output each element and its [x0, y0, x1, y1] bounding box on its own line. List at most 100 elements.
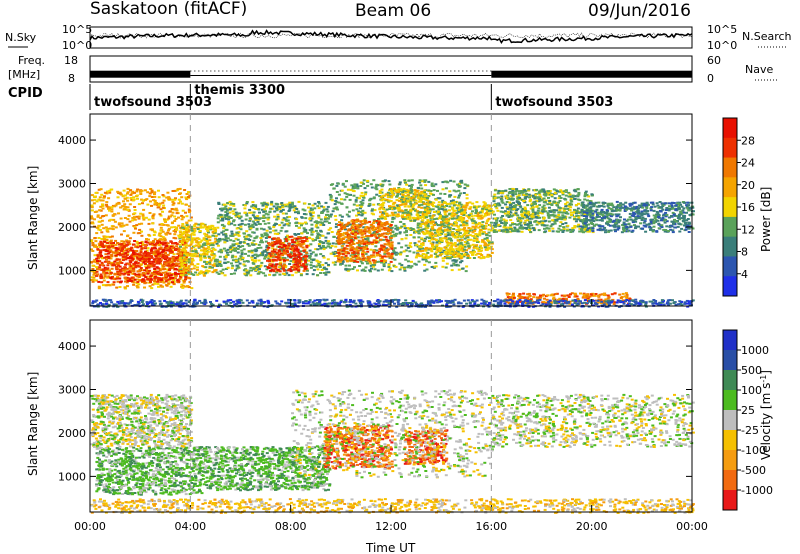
velocity-region-6: [491, 393, 695, 448]
power-region-10: [579, 200, 695, 234]
noise-sky-line: [89, 29, 693, 45]
velocity-panel: 4000 3000 2000 1000 Slant Range [km] 1000 50…: [26, 299, 773, 554]
x-tick-label-4: 16:00: [475, 520, 507, 533]
power-cbar-swatch-0: [723, 118, 737, 139]
power-cbar-tick-6: 4: [741, 268, 748, 281]
power-region-4: [266, 235, 309, 273]
nave-label: Nave: [745, 63, 773, 76]
vel-cbar-swatch-7: [723, 470, 737, 491]
power-cbar-swatch-8: [723, 276, 737, 297]
noise-trace: [89, 29, 693, 45]
power-cbar-tick-1: 24: [741, 157, 755, 170]
freq-label-line2: [MHz]: [8, 68, 40, 81]
vel-yticks-label-1: 3000: [58, 384, 86, 397]
power-cbar-tick-3: 16: [741, 201, 755, 214]
vel-cbar-swatch-4: [723, 410, 737, 431]
velocity-region-1: [95, 446, 206, 496]
date-title: 09/Jun/2016: [588, 1, 691, 21]
nave-tick-top: 60: [707, 54, 721, 67]
power-y-label: Slant Range [km]: [26, 166, 40, 270]
vel-cbar-swatch-6: [723, 450, 737, 471]
power-yticks-label-0: 4000: [58, 134, 86, 147]
program-change-markers: [189, 114, 492, 512]
power-cbar-swatch-5: [723, 216, 737, 238]
vel-cbar-tick-2: 100: [741, 384, 762, 397]
power-y-axis: 4000 3000 2000 1000: [58, 134, 692, 277]
power-cbar-tick-4: 12: [741, 223, 755, 236]
power-panel: 4000 3000 2000 1000 Slant Range [km] 28 24 20…: [26, 113, 773, 308]
velocity-region-0: [90, 393, 194, 448]
vel-cbar-tick-6: -500: [741, 464, 766, 477]
vel-cbar-swatch-5: [723, 430, 737, 451]
noise-right-tick-bottom: 10^0: [707, 39, 737, 52]
cpid-label: CPID: [8, 86, 43, 101]
freq-label-line1: Freq.: [18, 54, 45, 67]
x-tick-label-3: 12:00: [375, 520, 407, 533]
power-region-1: [95, 240, 189, 284]
frequency-panel: Freq. [MHz] 18 8 60 0 Nave: [8, 54, 778, 85]
beam-title: Beam 06: [355, 1, 431, 21]
vel-cbar-tick-0: 1000: [741, 344, 769, 357]
vel-cbar-tick-7: -1000: [741, 484, 773, 497]
power-cbar-tick-0: 28: [741, 134, 755, 147]
vel-cbar-swatch-0: [723, 330, 737, 351]
power-heatmap: [90, 179, 695, 308]
power-cbar-tick-2: 20: [741, 179, 755, 192]
power-region-6: [336, 219, 394, 264]
velocity-y-label: Slant Range [km]: [26, 372, 40, 476]
noise-right-tick-top: 10^5: [707, 23, 737, 36]
freq-segment-1: [190, 75, 492, 76]
noise-left-tick-top: 10^5: [62, 23, 92, 36]
freq-segment-2: [491, 70, 692, 78]
power-cbar-tick-5: 8: [741, 246, 748, 259]
velocity-heatmap: [90, 389, 695, 514]
velocity-y-axis: 4000 3000 2000 1000: [58, 340, 692, 483]
power-colorbar-label: Power [dB]: [759, 187, 773, 252]
vel-cbar-swatch-8: [723, 490, 737, 511]
x-tick-label-2: 08:00: [275, 520, 307, 533]
vel-cbar-swatch-2: [723, 370, 737, 391]
noise-panel-frame: [89, 26, 693, 49]
noise-right-label: N.Search: [742, 30, 792, 43]
x-tick-label-6: 00:00: [676, 520, 708, 533]
power-colorbar: 28 24 20 16 12 8 4: [722, 117, 755, 297]
x-tick-label-0: 00:00: [74, 520, 106, 533]
power-cbar-swatch-7: [723, 256, 737, 277]
vel-yticks-label-2: 2000: [58, 427, 86, 440]
vel-cbar-tick-1: 500: [741, 364, 762, 377]
noise-panel: N.Sky 10^5 10^0 10^5 10^0 N.Search: [5, 23, 792, 52]
power-yticks-label-3: 1000: [58, 264, 86, 277]
power-cbar-swatch-4: [723, 197, 737, 218]
cpid-segment-0: twofsound 3503: [94, 95, 212, 110]
velocity-colorbar-label: Velocity [m s-1]: [759, 370, 773, 460]
vel-yticks-label-0: 4000: [58, 340, 86, 353]
vel-cbar-tick-3: 25: [741, 404, 755, 417]
power-yticks-label-1: 3000: [58, 178, 86, 191]
vel-cbar-frame: [722, 329, 738, 511]
cpid-segment-1: themis 3300: [194, 83, 285, 98]
power-cbar-swatch-2: [723, 157, 737, 178]
cpid-segment-2: twofsound 3503: [495, 95, 613, 110]
station-title: Saskatoon (fitACF): [90, 0, 247, 19]
freq-tick-top: 18: [64, 54, 78, 67]
power-cbar-swatch-6: [723, 236, 737, 257]
vel-cbar-swatch-3: [723, 390, 737, 411]
freq-segment-0: [90, 70, 191, 78]
power-cbar-swatch-1: [723, 137, 737, 159]
nave-tick-bottom: 0: [707, 72, 714, 85]
power-region-7: [378, 187, 432, 221]
vel-cbar-tick-4: -25: [741, 424, 759, 437]
velocity-region-2: [203, 446, 332, 492]
vel-cbar-tick-5: -100: [741, 444, 766, 457]
vel-yticks-label-3: 1000: [58, 470, 86, 483]
time-x-axis: 00:00 04:00 08:00 12:00 16:00 20:00 00:00: [74, 299, 708, 533]
freq-tick-bottom: 8: [68, 72, 75, 85]
x-tick-label-1: 04:00: [174, 520, 206, 533]
vel-cbar-swatch-1: [723, 350, 737, 371]
power-region-3: [215, 200, 332, 277]
noise-left-label: N.Sky: [5, 31, 37, 44]
power-yticks-label-2: 2000: [58, 221, 86, 234]
noise-left-tick-bottom: 10^0: [62, 39, 92, 52]
